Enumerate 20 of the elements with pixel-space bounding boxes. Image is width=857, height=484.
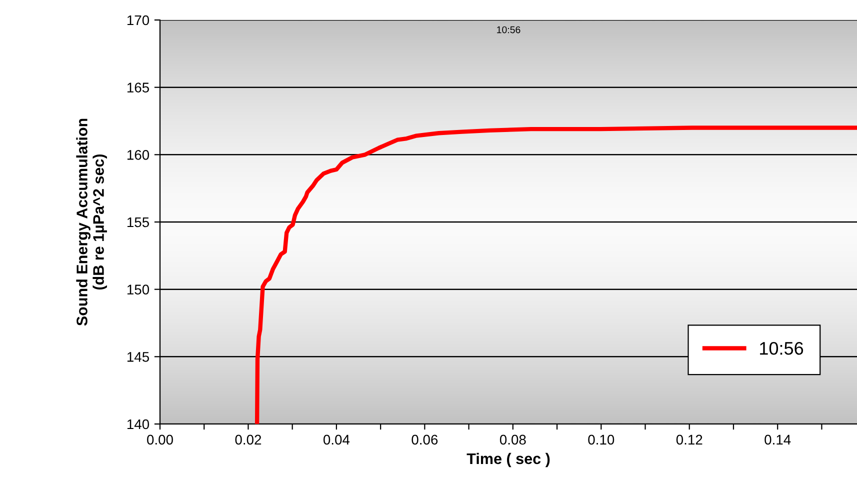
text: 10:56 [497, 26, 520, 34]
y-tick-label: 155 [127, 217, 150, 228]
x-tick-label: 0.14 [764, 434, 791, 445]
y-tick-label: 150 [127, 284, 150, 295]
y-tick-label: 140 [127, 419, 150, 430]
x-tick-label: 0.02 [235, 434, 262, 445]
x-tick-label: 0.04 [323, 434, 350, 445]
x-axis-title: Time ( sec ) [466, 452, 550, 468]
x-tick-label: 0.00 [147, 434, 173, 445]
x-tick-label: 0.08 [500, 434, 526, 445]
y-tick-label: 145 [127, 352, 150, 362]
line-series [254, 126, 857, 424]
y-tick-label: 170 [127, 15, 150, 26]
x-tick-label: 0.06 [412, 434, 438, 445]
legend-label: 10:56 [760, 342, 804, 355]
x-tick-label: 0.12 [676, 434, 702, 445]
y-axis-title: Sound Energy Accumulation (dB re 1µPa^2 sec) [76, 118, 107, 326]
x-tick-label: 0.10 [588, 434, 614, 445]
y-tick-label: 160 [127, 150, 150, 160]
y-tick-label: 165 [127, 82, 150, 93]
